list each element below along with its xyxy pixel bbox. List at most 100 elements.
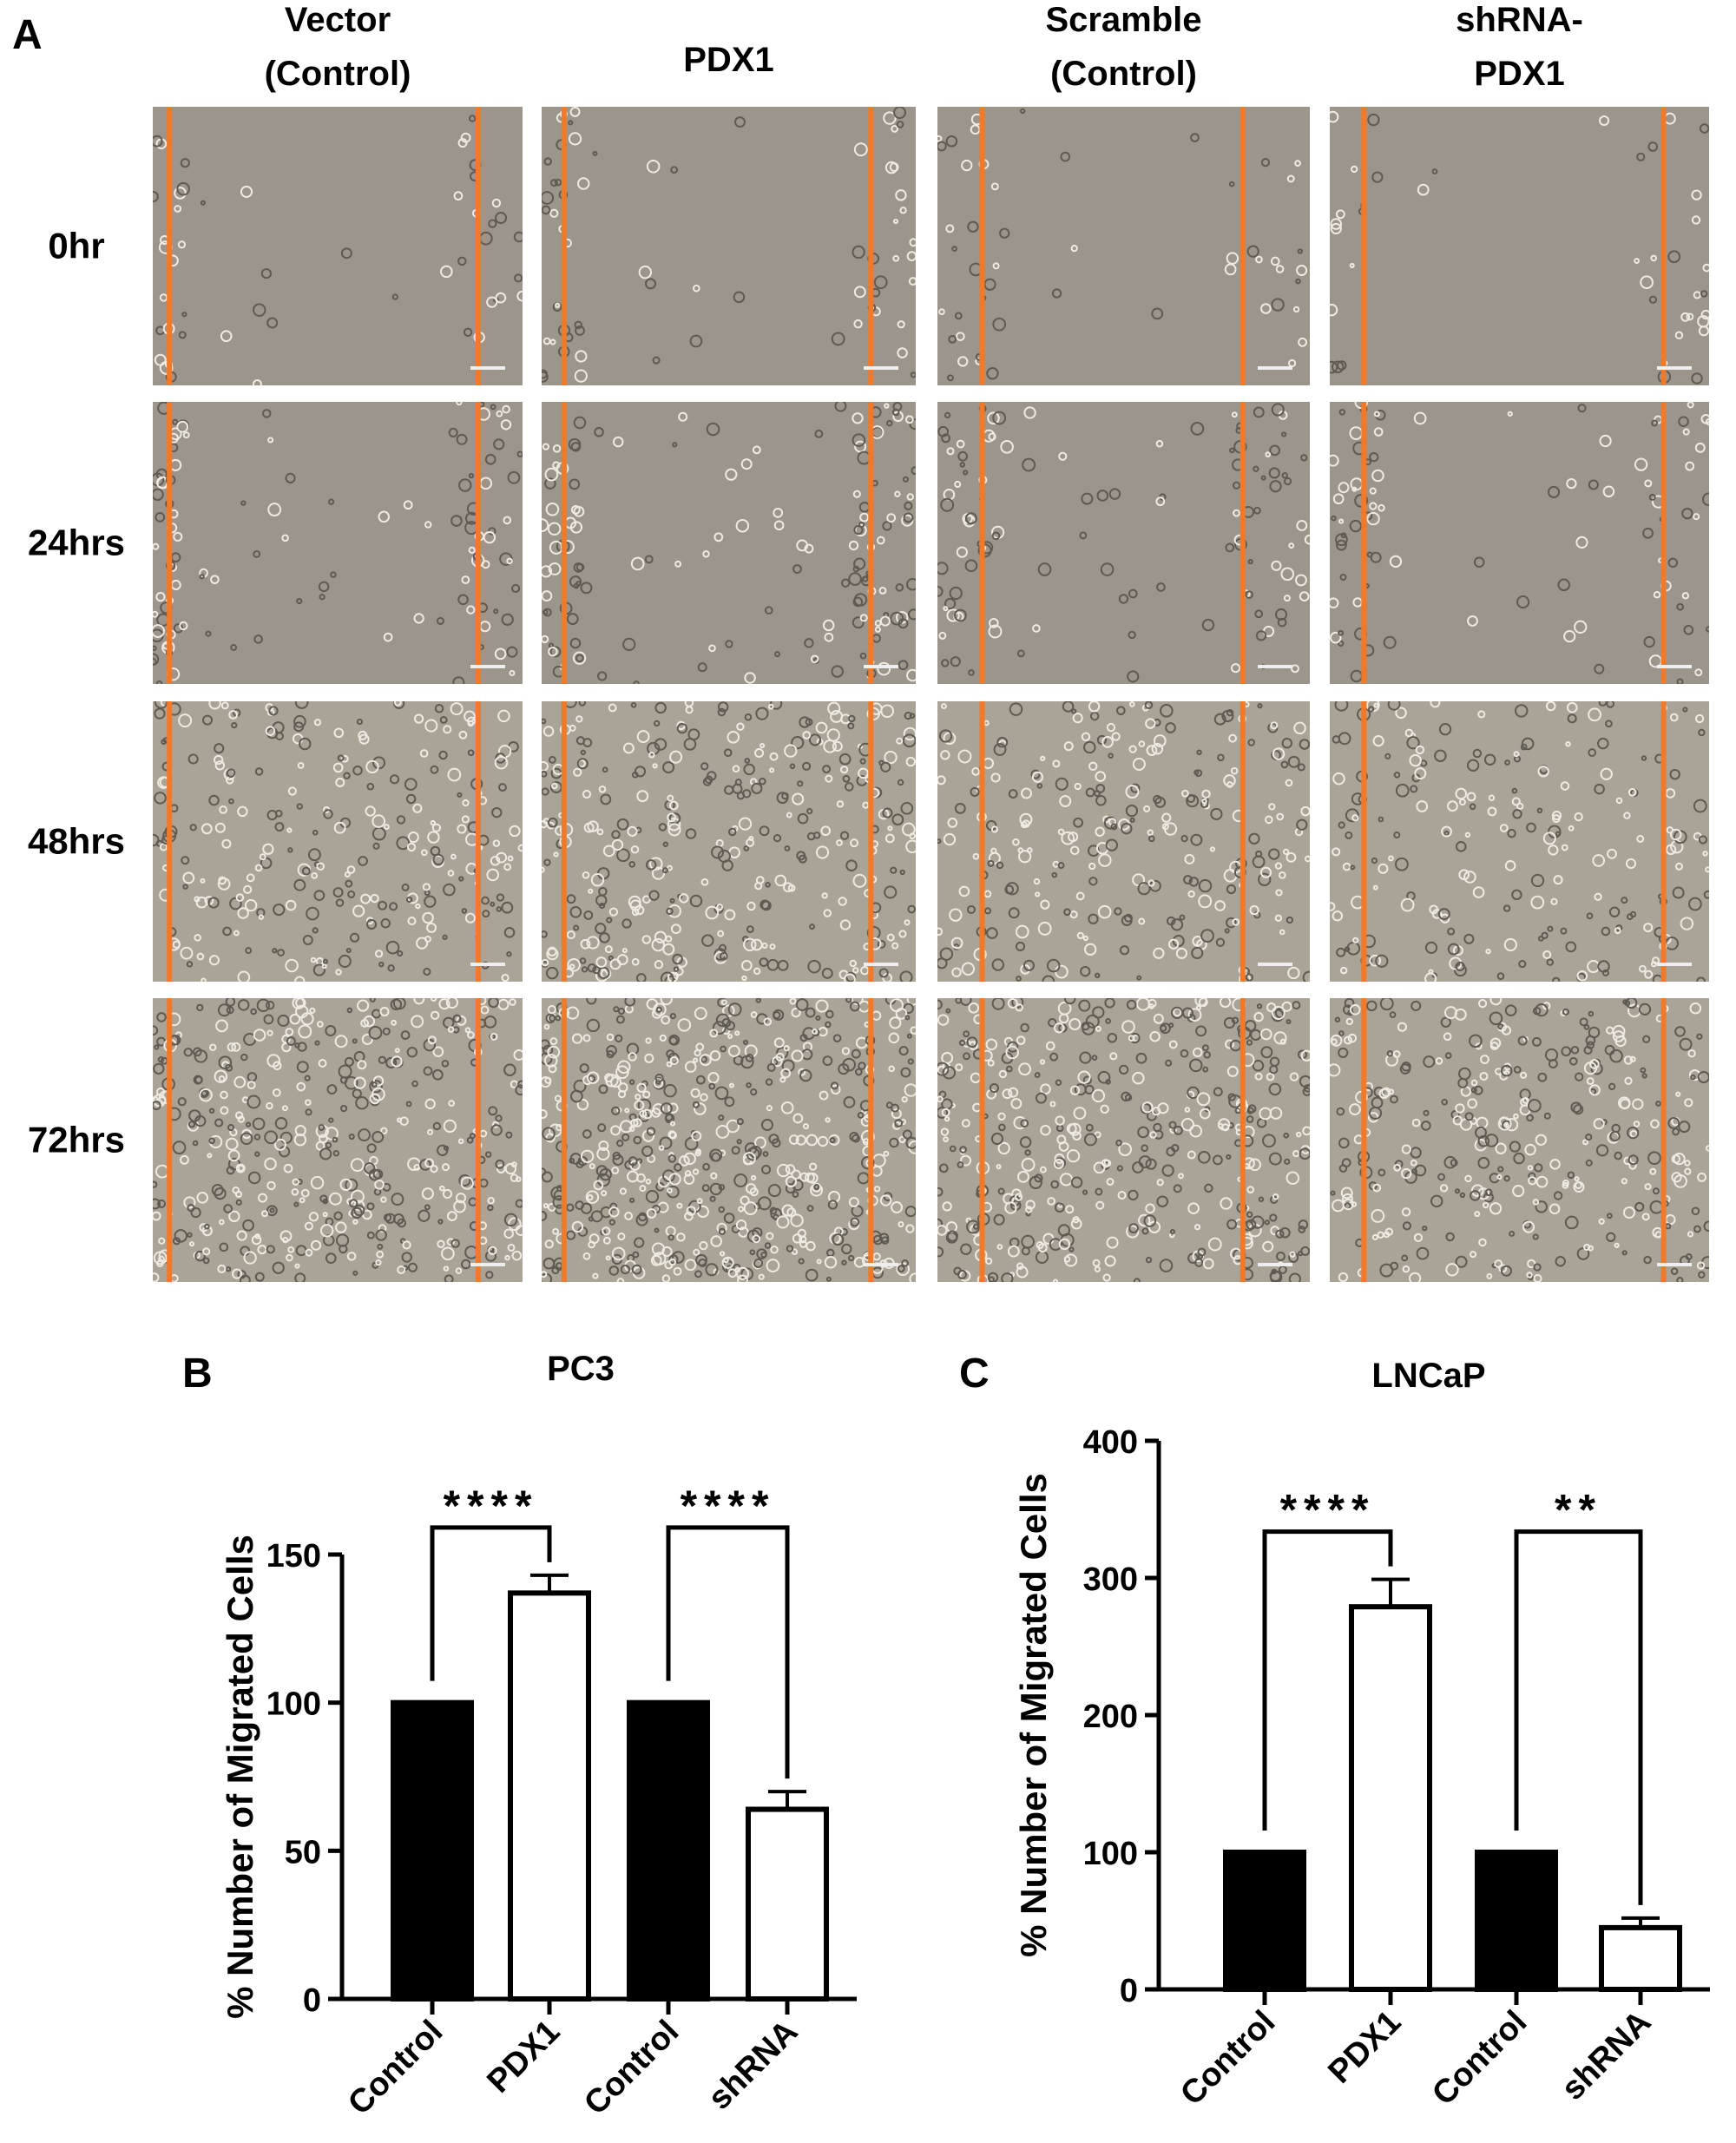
cell xyxy=(401,1252,412,1263)
cell xyxy=(772,1055,783,1068)
cell xyxy=(397,1265,406,1275)
cell xyxy=(1450,1159,1458,1167)
cell xyxy=(1691,215,1701,225)
cell xyxy=(992,411,1007,425)
cell xyxy=(582,789,592,799)
cell xyxy=(1004,1201,1017,1214)
cell xyxy=(1057,862,1065,869)
cell xyxy=(635,973,647,982)
cell xyxy=(1178,1173,1184,1180)
cell xyxy=(1342,1198,1354,1211)
cell xyxy=(1160,1022,1171,1035)
cell xyxy=(265,726,276,736)
cell xyxy=(1004,884,1015,895)
cell xyxy=(1107,1032,1118,1043)
cell xyxy=(641,895,651,904)
cell xyxy=(310,1239,322,1251)
micrograph xyxy=(1330,402,1709,684)
cell xyxy=(1401,1144,1411,1154)
cell xyxy=(991,958,1005,971)
cell xyxy=(1413,411,1427,425)
cell xyxy=(699,1240,708,1251)
cell xyxy=(831,1084,841,1095)
cell xyxy=(1484,1188,1493,1197)
cell xyxy=(1615,797,1623,805)
cell xyxy=(937,999,943,1010)
cell xyxy=(436,616,444,625)
cell xyxy=(791,1049,804,1062)
cell xyxy=(1338,821,1345,829)
cell xyxy=(251,1234,262,1246)
cell xyxy=(1642,527,1654,539)
cell xyxy=(609,1202,618,1211)
cell xyxy=(753,1202,761,1210)
cell xyxy=(1371,1208,1385,1223)
micrograph-background xyxy=(153,402,523,684)
cell xyxy=(365,805,376,817)
cell xyxy=(1696,976,1706,982)
cell xyxy=(720,999,727,1006)
cell xyxy=(548,755,556,764)
cell xyxy=(1532,1036,1542,1047)
cell xyxy=(672,442,678,448)
cell xyxy=(1125,804,1139,818)
cell xyxy=(1372,735,1384,747)
cell xyxy=(634,766,647,778)
cell xyxy=(1302,1087,1310,1096)
micrograph-background xyxy=(937,402,1310,684)
cell xyxy=(546,948,559,961)
cell xyxy=(883,111,897,125)
cell xyxy=(1378,863,1389,874)
cell xyxy=(802,1042,813,1052)
cell xyxy=(155,680,163,684)
cell xyxy=(382,1027,391,1035)
cell xyxy=(1487,806,1497,817)
cell xyxy=(1069,845,1080,856)
cell xyxy=(1624,1076,1633,1085)
cell xyxy=(218,876,227,885)
cell xyxy=(1288,542,1295,549)
cell xyxy=(542,819,548,829)
cell xyxy=(221,838,232,849)
cell xyxy=(613,1006,620,1013)
cell xyxy=(601,1190,608,1197)
cell xyxy=(666,1049,675,1059)
cell xyxy=(761,1164,772,1175)
cell xyxy=(509,998,516,1006)
cell xyxy=(204,1223,210,1230)
cell xyxy=(838,897,847,906)
cell xyxy=(1057,828,1065,836)
cell xyxy=(218,1219,225,1226)
cell xyxy=(1198,998,1208,1008)
cell xyxy=(612,436,624,448)
cell xyxy=(608,955,615,962)
cell xyxy=(1670,828,1682,841)
cell xyxy=(344,871,351,878)
cell xyxy=(1588,1026,1601,1039)
cell xyxy=(628,1156,638,1167)
cell xyxy=(1577,404,1587,413)
cell xyxy=(1331,360,1345,373)
cell xyxy=(549,1123,562,1138)
cell xyxy=(742,1152,756,1166)
cell xyxy=(293,714,306,728)
cell xyxy=(547,821,556,830)
cell xyxy=(1605,1026,1614,1035)
cell xyxy=(254,1151,260,1157)
cell xyxy=(1450,1109,1460,1120)
cell xyxy=(773,1011,781,1020)
cell xyxy=(575,715,583,723)
cell xyxy=(566,894,576,904)
cell xyxy=(1532,1233,1539,1240)
scale-bar xyxy=(1657,665,1692,668)
error-bar xyxy=(1371,1577,1410,1607)
cell xyxy=(1501,1025,1512,1035)
cell xyxy=(661,1274,671,1282)
cell xyxy=(1700,309,1709,320)
cell xyxy=(669,1121,676,1127)
cell xyxy=(1224,928,1230,934)
cell xyxy=(1573,1104,1584,1115)
cell xyxy=(1079,1051,1092,1064)
cell xyxy=(1024,1149,1031,1156)
cell xyxy=(644,278,657,290)
